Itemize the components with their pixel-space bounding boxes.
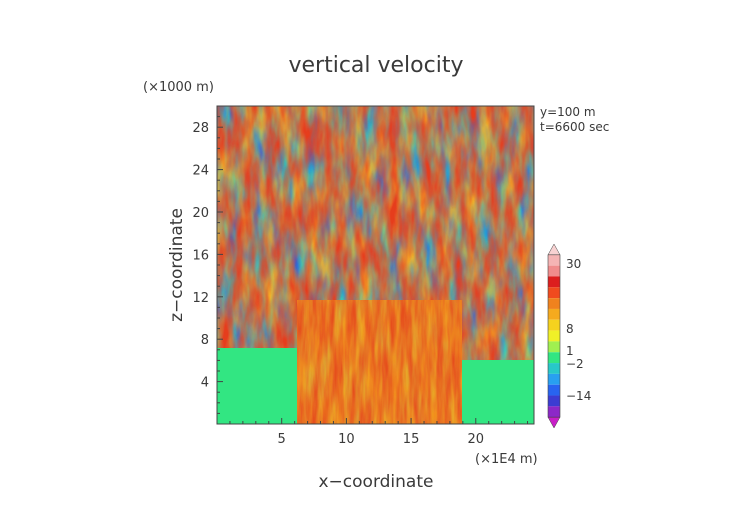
colorbar-segment — [548, 352, 560, 364]
colorbar-segment — [548, 373, 560, 385]
plot-area — [217, 106, 534, 424]
colorbar-segment — [548, 254, 560, 266]
annotation-y: y=100 m — [540, 105, 596, 119]
y-tick-label: 28 — [192, 121, 209, 136]
colorbar-segment — [548, 308, 560, 320]
y-tick-label: 8 — [201, 333, 209, 348]
chart-title: vertical velocity — [288, 53, 463, 78]
colorbar-segment — [548, 287, 560, 299]
y-tick-label: 12 — [192, 291, 209, 306]
x-axis-label: x−coordinate — [319, 472, 434, 492]
x-tick-label: 5 — [278, 432, 286, 447]
colorbar-tick-label: 30 — [566, 257, 581, 271]
colorbar-segment — [548, 276, 560, 288]
colorbar-segment — [548, 384, 560, 396]
colorbar-segment — [548, 265, 560, 277]
y-axis-label: z−coordinate — [167, 208, 187, 322]
colorbar — [547, 243, 561, 429]
field-green-lowlevel-left — [217, 348, 297, 424]
colorbar-tick-label: −14 — [566, 389, 591, 403]
colorbar-segment — [548, 341, 560, 353]
x-axis-unit: (×1E4 m) — [475, 452, 538, 467]
colorbar-labels: 30 8 1−2 −14 — [566, 257, 591, 403]
colorbar-frame — [547, 254, 561, 418]
colorbar-tick-label: 8 — [566, 322, 574, 336]
colorbar-segment — [548, 330, 560, 342]
colorbar-top-arrow — [547, 243, 561, 256]
colorbar-segment — [548, 406, 560, 418]
y-axis-unit: (×1000 m) — [143, 80, 214, 95]
y-tick-label: 16 — [192, 248, 209, 263]
field-green-lowlevel-right — [462, 360, 534, 424]
x-tick-label: 20 — [468, 432, 485, 447]
colorbar-segment — [548, 298, 560, 309]
x-axis-ticks: 5 10 15 20 — [229, 418, 529, 447]
annotation-time: t=6600 sec — [540, 120, 609, 134]
y-tick-label: 20 — [192, 206, 209, 221]
y-tick-label: 4 — [201, 376, 209, 391]
field-updraft-core — [297, 300, 462, 424]
colorbar-segment — [548, 363, 560, 374]
colorbar-segment — [548, 395, 560, 407]
x-tick-label: 10 — [338, 432, 355, 447]
colorbar-tick-label: 1 — [566, 344, 574, 358]
y-tick-label: 24 — [192, 164, 209, 179]
colorbar-bottom-arrow — [547, 416, 561, 429]
y-axis-ticks: 4 8 12 16 20 24 28 — [192, 116, 223, 414]
colorbar-segment — [548, 319, 560, 331]
x-tick-label: 15 — [403, 432, 420, 447]
colorbar-tick-label: −2 — [566, 357, 584, 371]
